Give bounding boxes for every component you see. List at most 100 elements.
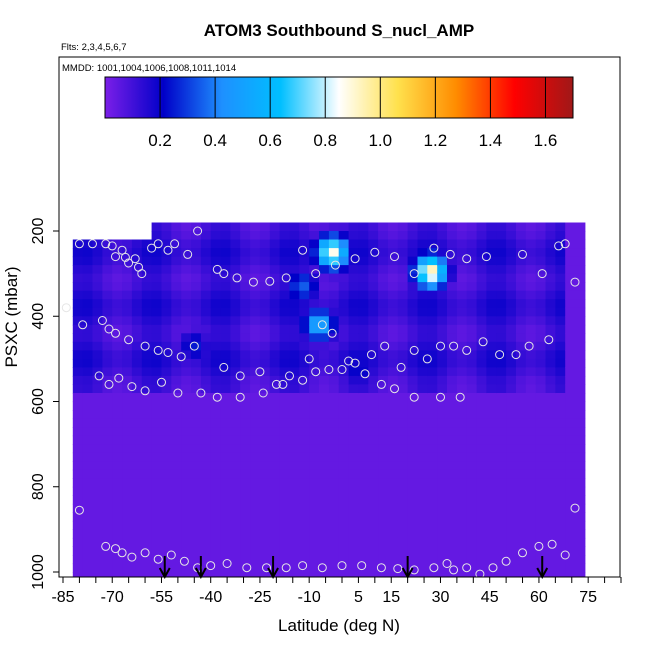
heatmap-cell bbox=[240, 248, 251, 258]
heatmap-cell bbox=[141, 350, 153, 360]
heatmap-cell bbox=[181, 452, 192, 462]
heatmap-cell bbox=[348, 350, 359, 360]
heatmap-cell bbox=[309, 555, 320, 565]
heatmap-cell bbox=[319, 537, 330, 547]
heatmap-cell bbox=[102, 367, 113, 377]
heatmap-cell bbox=[516, 486, 527, 496]
heatmap-cell bbox=[506, 461, 517, 471]
heatmap-cell bbox=[230, 572, 241, 577]
heatmap-cell bbox=[230, 265, 241, 275]
sample-point bbox=[537, 269, 547, 279]
heatmap-cell bbox=[279, 410, 290, 420]
heatmap-cell bbox=[210, 495, 222, 505]
heatmap-cell bbox=[299, 486, 310, 496]
heatmap-cell bbox=[289, 427, 300, 437]
heatmap-cell bbox=[269, 495, 281, 505]
heatmap-cell bbox=[496, 239, 507, 249]
heatmap-cell bbox=[348, 375, 359, 385]
heatmap-cell bbox=[476, 418, 487, 428]
heatmap-cell bbox=[269, 231, 281, 241]
heatmap-cell bbox=[447, 333, 458, 343]
heatmap-cell bbox=[417, 418, 428, 428]
heatmap-cell bbox=[466, 316, 478, 326]
heatmap-cell bbox=[555, 384, 566, 394]
heatmap-cell bbox=[191, 265, 202, 275]
heatmap-cell bbox=[388, 537, 399, 547]
x-axis-label: Latitude (deg N) bbox=[278, 616, 400, 635]
heatmap-cell bbox=[131, 384, 143, 394]
heatmap-cell bbox=[171, 333, 182, 343]
heatmap-cell bbox=[191, 256, 202, 266]
heatmap-cell bbox=[476, 572, 487, 577]
heatmap-cell bbox=[92, 529, 103, 539]
heatmap-cell bbox=[131, 265, 143, 275]
heatmap-cell bbox=[328, 495, 340, 505]
heatmap-cell bbox=[535, 341, 547, 351]
heatmap-cell bbox=[92, 435, 103, 445]
heatmap-cell bbox=[279, 435, 290, 445]
heatmap-cell bbox=[506, 358, 517, 368]
heatmap-cell bbox=[358, 512, 369, 522]
heatmap-cell bbox=[565, 503, 576, 513]
heatmap-cell bbox=[240, 469, 251, 479]
heatmap-cell bbox=[575, 529, 586, 539]
heatmap-cell bbox=[259, 307, 271, 317]
heatmap-cell bbox=[269, 546, 281, 556]
heatmap-cell bbox=[378, 461, 389, 471]
heatmap-cell bbox=[348, 401, 359, 411]
heatmap-cell bbox=[417, 461, 428, 471]
heatmap-cell bbox=[151, 265, 162, 275]
heatmap-cell bbox=[309, 222, 320, 232]
heatmap-cell bbox=[309, 418, 320, 428]
heatmap-cell bbox=[427, 299, 438, 309]
heatmap-cell bbox=[289, 248, 300, 258]
heatmap-cell bbox=[210, 555, 222, 565]
heatmap-cell bbox=[82, 265, 94, 275]
heatmap-cell bbox=[338, 520, 350, 530]
heatmap-cell bbox=[309, 563, 320, 573]
sample-point bbox=[488, 563, 498, 573]
heatmap-cell bbox=[506, 452, 517, 462]
heatmap-cell bbox=[82, 273, 94, 283]
heatmap-cell bbox=[250, 469, 261, 479]
heatmap-cell bbox=[131, 333, 143, 343]
heatmap-cell bbox=[358, 290, 369, 300]
heatmap-cell bbox=[289, 367, 300, 377]
heatmap-cell bbox=[309, 350, 320, 360]
sample-point bbox=[111, 544, 120, 554]
heatmap-cell bbox=[466, 341, 478, 351]
heatmap-cell bbox=[368, 256, 379, 266]
heatmap-cell bbox=[516, 469, 527, 479]
heatmap-cell bbox=[516, 461, 527, 471]
heatmap-cell bbox=[407, 358, 418, 368]
heatmap-cell bbox=[427, 563, 438, 573]
sample-point bbox=[179, 556, 189, 566]
heatmap-cell bbox=[348, 410, 359, 420]
heatmap-cell bbox=[319, 239, 330, 249]
heatmap-cell bbox=[417, 248, 428, 258]
heatmap-cell bbox=[72, 239, 84, 249]
heatmap-cell bbox=[299, 358, 310, 368]
x-tick-label: 5 bbox=[354, 589, 363, 606]
heatmap-cell bbox=[535, 529, 547, 539]
heatmap-cell bbox=[309, 461, 320, 471]
heatmap-cell bbox=[279, 572, 290, 577]
heatmap-cell bbox=[456, 563, 468, 573]
sample-point bbox=[173, 388, 183, 398]
heatmap-cell bbox=[565, 401, 576, 411]
heatmap-cell bbox=[181, 367, 192, 377]
heatmap-cell bbox=[269, 555, 281, 565]
heatmap-cell bbox=[102, 512, 113, 522]
heatmap-cell bbox=[358, 222, 369, 232]
heatmap-cell bbox=[525, 452, 537, 462]
heatmap-cell bbox=[535, 452, 547, 462]
heatmap-cell bbox=[516, 324, 527, 334]
heatmap-cell bbox=[151, 503, 162, 513]
heatmap-cell bbox=[575, 444, 586, 454]
heatmap-cell bbox=[210, 358, 222, 368]
heatmap-cell bbox=[486, 427, 497, 437]
heatmap-cell bbox=[575, 316, 586, 326]
heatmap-cell bbox=[388, 495, 399, 505]
heatmap-cell bbox=[289, 299, 300, 309]
heatmap-cell bbox=[417, 537, 428, 547]
